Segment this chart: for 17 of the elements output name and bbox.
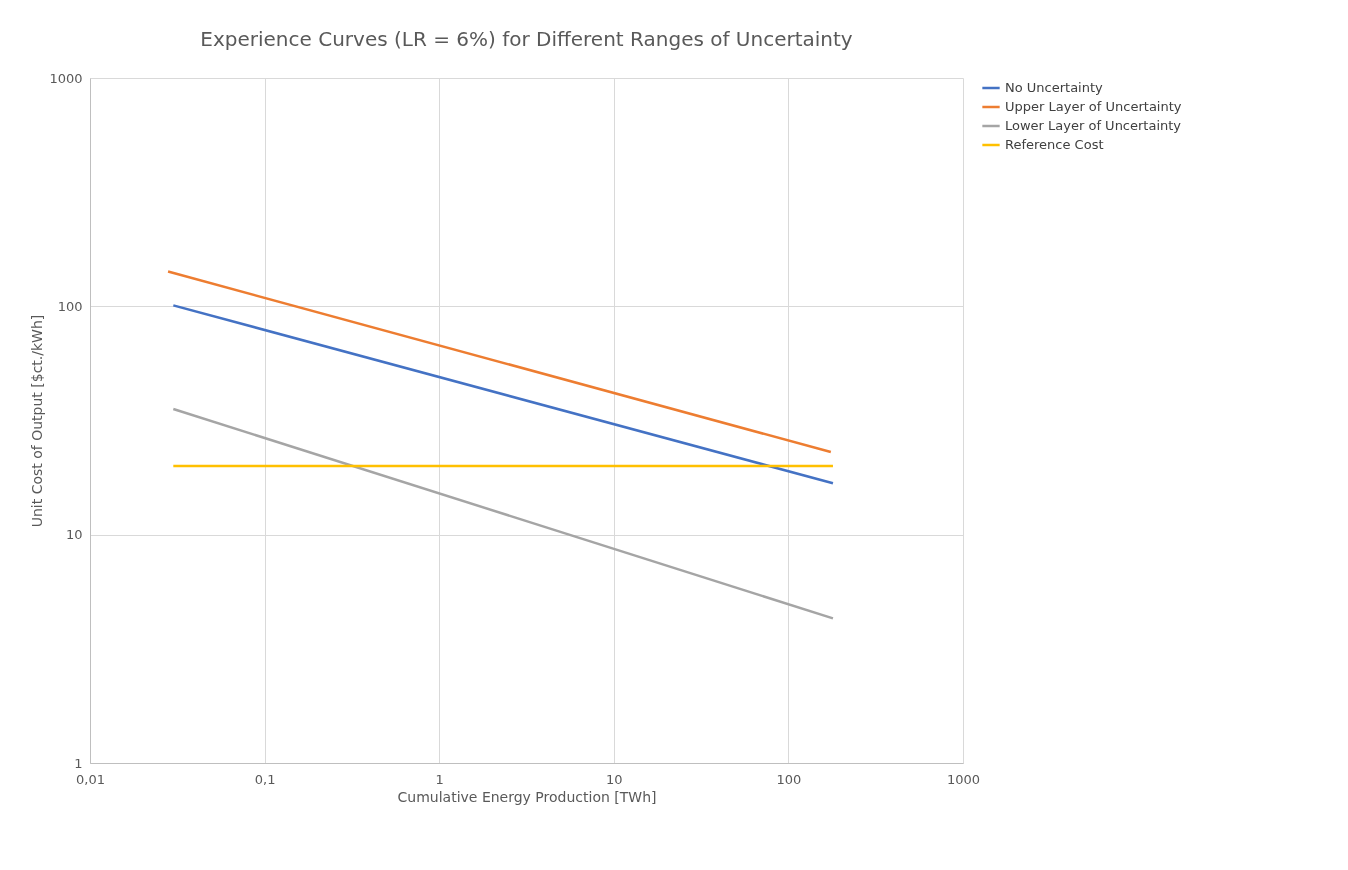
chart-title: Experience Curves (LR = 6%) for Different Ranges of Uncertainty — [200, 27, 853, 51]
y-tick-label: 100 — [57, 298, 83, 314]
x-tick-label: 1 — [435, 771, 444, 787]
x-tick-label: 10 — [606, 771, 623, 787]
legend-label: Reference Cost — [1005, 137, 1104, 152]
y-axis-title: Unit Cost of Output [$ct./kWh] — [29, 314, 46, 528]
y-tick-label: 10 — [65, 527, 83, 543]
x-tick-label: 0,01 — [76, 771, 105, 787]
legend-label: Lower Layer of Uncertainty — [1005, 118, 1182, 133]
y-tick-label: 1000 — [49, 70, 83, 86]
x-tick-label: 100 — [776, 771, 802, 787]
x-axis-title: Cumulative Energy Production [TWh] — [397, 788, 657, 805]
x-tick-label: 0,1 — [254, 771, 276, 787]
legend-label: No Uncertainty — [1005, 80, 1104, 95]
y-tick-label: 1 — [74, 755, 83, 771]
legend-label: Upper Layer of Uncertainty — [1005, 99, 1182, 114]
x-tick-label: 1000 — [946, 771, 981, 787]
